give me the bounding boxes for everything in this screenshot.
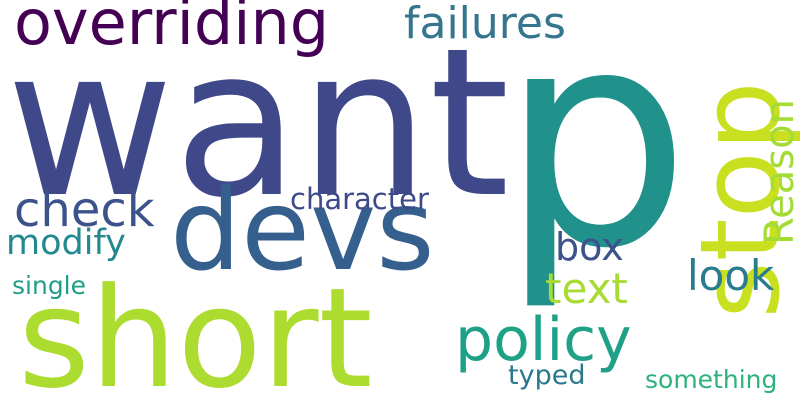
word-check: check	[14, 182, 155, 238]
word-overriding: overriding	[14, 0, 330, 59]
word-single: single	[12, 271, 87, 300]
word-p: p	[500, 0, 691, 314]
word-failures: failures	[404, 0, 566, 49]
word-short: short	[18, 258, 373, 400]
word-modify: modify	[6, 223, 126, 263]
word-typed: typed	[508, 360, 586, 391]
word-reason: Reason	[757, 99, 800, 245]
word-want: want	[6, 5, 510, 243]
word-devs: devs	[170, 166, 435, 296]
word-policy: policy	[455, 305, 632, 375]
word-something: something	[645, 365, 778, 394]
word-character: character	[290, 182, 429, 216]
word-text: text	[545, 264, 628, 313]
word-look: look	[687, 251, 775, 300]
word-box: box	[555, 225, 624, 269]
